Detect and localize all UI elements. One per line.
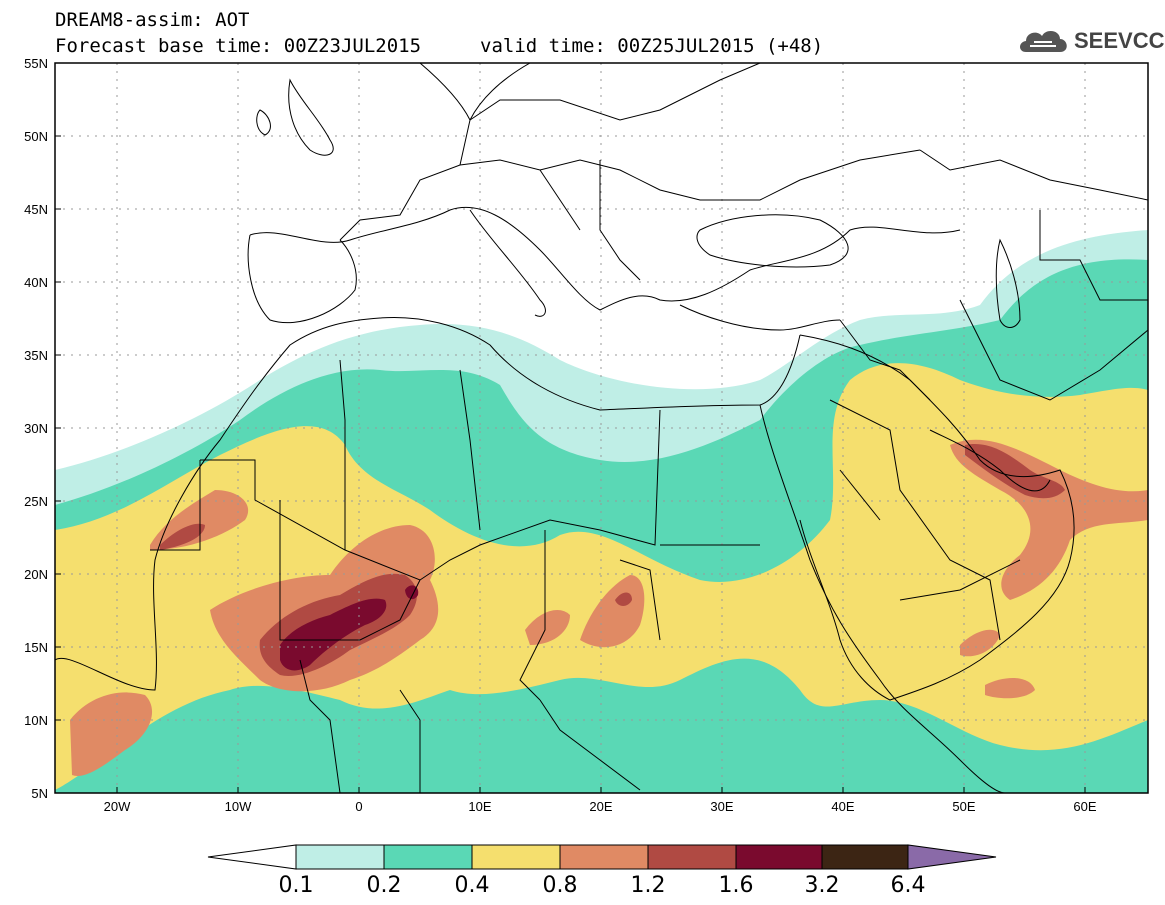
lat-label: 50N	[24, 129, 48, 144]
lat-label: 20N	[24, 567, 48, 582]
colorbar-swatch	[821, 844, 909, 870]
lat-label: 55N	[24, 56, 48, 71]
lon-label: 50E	[952, 799, 975, 814]
map-title: DREAM8-assim: AOT	[55, 9, 250, 31]
coastlines	[55, 63, 1148, 793]
lat-label: 15N	[24, 640, 48, 655]
lat-ticks	[55, 135, 1086, 793]
lat-label: 25N	[24, 494, 48, 509]
lat-label: 5N	[31, 786, 48, 801]
lat-axis: 55N 50N 45N 40N 35N 30N 25N 20N 15N 10N …	[24, 56, 48, 801]
colorbar-label: 0.1	[279, 873, 314, 898]
aot-band-0.8-sudan	[525, 610, 570, 645]
lat-label: 40N	[24, 275, 48, 290]
colorbar-label: 6.4	[891, 873, 926, 898]
colorbar-label: 1.2	[631, 873, 666, 898]
aot-band-1.2-mauritania	[160, 523, 205, 550]
colorbar-labels: 0.1 0.2 0.4 0.8 1.2 1.6 3.2 6.4	[279, 873, 926, 898]
colorbar-upper-arrow	[907, 844, 997, 870]
colorbar-swatch	[383, 844, 473, 870]
lat-label: 10N	[24, 713, 48, 728]
aot-band-1.6-core	[280, 598, 387, 671]
lon-label: 60E	[1073, 799, 1096, 814]
forecast-base-time: Forecast base time: 00Z23JUL2015	[55, 35, 422, 57]
lon-axis: 20W 10W 0 10E 20E 30E 40E 50E 60E	[104, 799, 1097, 814]
aot-band-1.2-gulf	[965, 444, 1065, 499]
colorbar-swatch	[295, 844, 385, 870]
lat-label: 30N	[24, 421, 48, 436]
aot-band-1.6-niger	[405, 585, 419, 600]
valid-time: valid time: 00Z25JUL2015 (+48)	[480, 35, 824, 57]
logo-text: SEEVCCC	[1074, 28, 1165, 53]
colorbar-label: 0.4	[455, 873, 490, 898]
colorbar-label: 1.6	[719, 873, 754, 898]
colorbar-label: 0.8	[543, 873, 578, 898]
aot-band-1.2-chad	[615, 592, 632, 606]
lon-label: 10E	[468, 799, 491, 814]
colorbar-label: 3.2	[805, 873, 840, 898]
colorbar-swatch	[559, 844, 649, 870]
colorbar	[207, 844, 997, 870]
colorbar-lower-arrow	[207, 844, 297, 870]
lon-label: 20E	[589, 799, 612, 814]
cloud-icon	[1020, 30, 1067, 52]
aot-band-0.8-yemen	[985, 678, 1035, 699]
lon-label: 10W	[225, 799, 252, 814]
graticule	[55, 63, 1148, 793]
lon-label: 20W	[104, 799, 131, 814]
lon-label: 40E	[831, 799, 854, 814]
lon-label: 0	[355, 799, 362, 814]
colorbar-swatch	[647, 844, 737, 870]
aot-band-0.8-oman	[960, 629, 1000, 657]
seevccc-logo: SEEVCCC	[1016, 24, 1165, 56]
lat-label: 35N	[24, 348, 48, 363]
lon-label: 30E	[710, 799, 733, 814]
colorbar-swatch	[735, 844, 823, 870]
aot-band-0.8-west	[70, 692, 153, 776]
lat-label: 45N	[24, 202, 48, 217]
colorbar-label: 0.2	[367, 873, 402, 898]
colorbar-swatch	[471, 844, 561, 870]
